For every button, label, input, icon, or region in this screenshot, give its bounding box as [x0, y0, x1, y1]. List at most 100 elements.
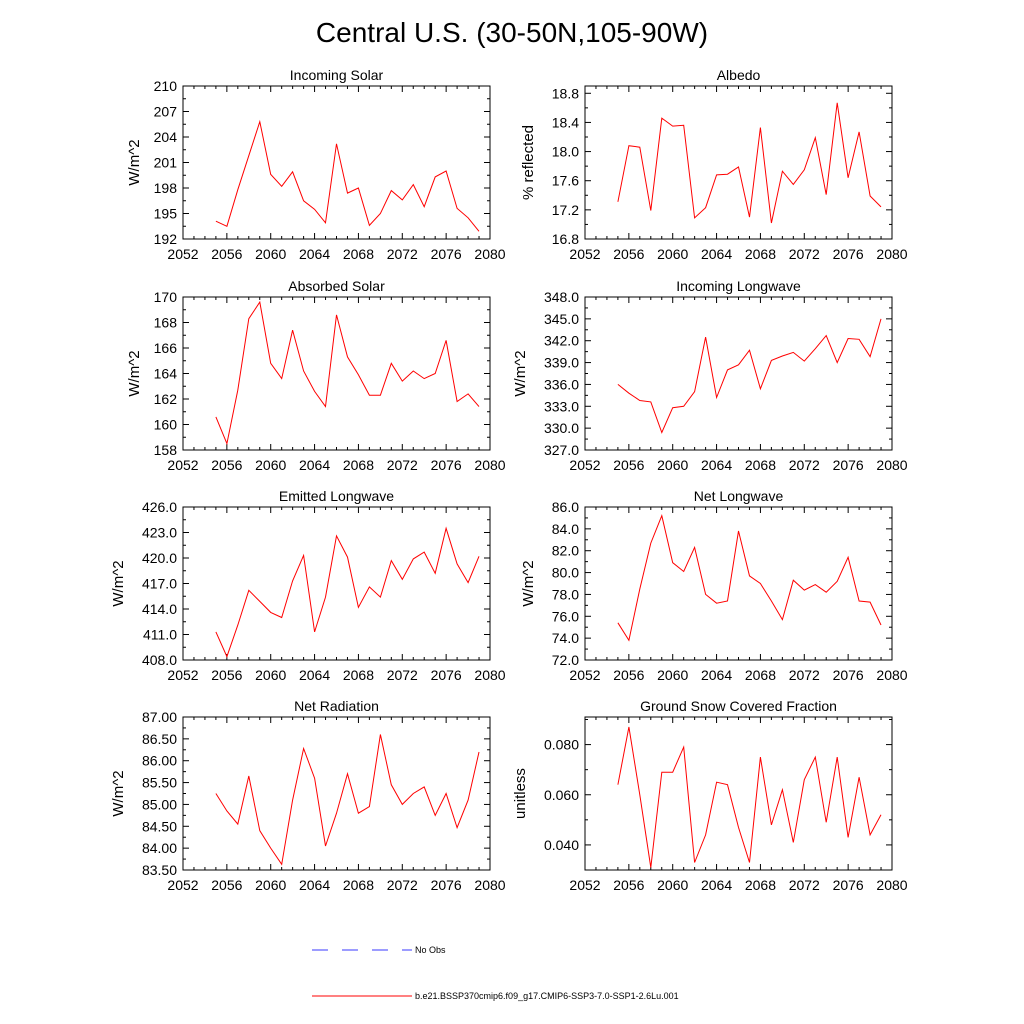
series-line	[215, 300, 480, 446]
x-tick-label: 2076	[431, 667, 462, 683]
y-tick-label: 342.0	[544, 333, 579, 349]
x-tick-label: 2076	[833, 667, 864, 683]
y-tick-label: 414.0	[142, 601, 177, 617]
x-tick-label: 2060	[657, 246, 688, 262]
x-tick-label: 2056	[211, 667, 242, 683]
y-tick-label: 166	[154, 340, 178, 356]
x-tick-label: 2072	[387, 246, 418, 262]
y-axis-label: W/m^2	[110, 560, 127, 606]
y-tick-label: 76.0	[552, 608, 579, 624]
x-tick-label: 2068	[343, 246, 374, 262]
y-tick-label: 17.2	[552, 202, 579, 218]
panel-net-radiation: Net Radiation 2052 2056 2060 2064 2068 2072 207…	[110, 698, 506, 893]
y-axis-label: W/m^2	[520, 560, 537, 606]
x-tick-label: 2060	[255, 667, 286, 683]
panel-title: Ground Snow Covered Fraction	[640, 698, 837, 714]
x-tick-label: 2076	[431, 457, 462, 473]
y-tick-label: 86.0	[552, 499, 579, 515]
x-tick-label: 2060	[255, 457, 286, 473]
x-tick-label: 2080	[876, 457, 907, 473]
y-tick-label: 78.0	[552, 586, 579, 602]
y-tick-label: 85.00	[142, 796, 177, 812]
x-tick-label: 2064	[299, 246, 330, 262]
x-tick-label: 2080	[474, 246, 505, 262]
x-tick-label: 2064	[701, 246, 732, 262]
y-tick-label: 160	[154, 417, 178, 433]
y-tick-label: 74.0	[552, 630, 579, 646]
x-tick-label: 2060	[657, 457, 688, 473]
x-tick-label: 2080	[474, 877, 505, 893]
x-tick-label: 2060	[255, 246, 286, 262]
panel-title: Incoming Longwave	[676, 278, 801, 294]
x-tick-label: 2052	[167, 877, 198, 893]
y-tick-label: 86.50	[142, 731, 177, 747]
y-tick-label: 168	[154, 315, 178, 331]
y-tick-label: 83.50	[142, 862, 177, 878]
y-tick-label: 82.0	[552, 543, 579, 559]
x-tick-label: 2080	[876, 246, 907, 262]
y-tick-label: 204	[154, 129, 178, 145]
plot-frame	[182, 85, 491, 240]
x-tick-label: 2056	[613, 877, 644, 893]
x-tick-label: 2072	[387, 457, 418, 473]
y-tick-label: 420.0	[142, 550, 177, 566]
y-tick-label: 18.4	[552, 114, 579, 130]
y-tick-label: 18.0	[552, 144, 579, 160]
x-tick-label: 2076	[833, 877, 864, 893]
x-tick-label: 2052	[167, 667, 198, 683]
panel-ground-snow-covered-fraction: Ground Snow Covered Fraction 2052 2056 2060…	[512, 698, 908, 893]
x-tick-label: 2072	[789, 877, 820, 893]
y-tick-label: 408.0	[142, 652, 177, 668]
panel-title: Net Longwave	[694, 488, 784, 504]
plot-frame	[182, 506, 491, 661]
x-tick-label: 2064	[299, 457, 330, 473]
panel-net-longwave: Net Longwave 2052 2056 2060 2064 2068 2072 2076…	[520, 488, 908, 683]
x-tick-label: 2068	[745, 667, 776, 683]
x-tick-label: 2056	[613, 246, 644, 262]
x-tick-label: 2052	[167, 457, 198, 473]
y-tick-label: 0.060	[544, 787, 579, 803]
x-tick-label: 2064	[701, 667, 732, 683]
x-tick-label: 2056	[613, 457, 644, 473]
x-tick-label: 2064	[299, 877, 330, 893]
x-tick-label: 2068	[745, 877, 776, 893]
x-tick-label: 2076	[833, 246, 864, 262]
y-tick-label: 339.0	[544, 355, 579, 371]
series-line	[215, 734, 480, 866]
panel-title: Absorbed Solar	[288, 278, 385, 294]
x-tick-label: 2072	[387, 667, 418, 683]
y-tick-label: 158	[154, 442, 178, 458]
y-tick-label: 84.00	[142, 840, 177, 856]
y-axis-label: W/m^2	[126, 139, 143, 185]
series-line	[215, 526, 480, 658]
x-tick-label: 2056	[613, 667, 644, 683]
y-tick-label: 207	[154, 104, 178, 120]
x-tick-label: 2060	[657, 667, 688, 683]
x-tick-label: 2068	[745, 246, 776, 262]
y-tick-label: 0.040	[544, 837, 579, 853]
x-tick-label: 2064	[701, 877, 732, 893]
y-axis-label: W/m^2	[126, 350, 143, 396]
y-tick-label: 86.00	[142, 753, 177, 769]
x-tick-label: 2052	[167, 246, 198, 262]
panel-title: Emitted Longwave	[279, 488, 394, 504]
y-tick-label: 16.8	[552, 231, 579, 247]
x-tick-label: 2072	[789, 667, 820, 683]
y-tick-label: 426.0	[142, 499, 177, 515]
x-tick-label: 2076	[431, 877, 462, 893]
panel-absorbed-solar: Absorbed Solar 2052 2056 2060 2064 2068 2072 20…	[126, 278, 506, 473]
plot-frame	[584, 296, 893, 451]
series-line	[617, 318, 882, 434]
series-line	[617, 726, 882, 868]
x-tick-label: 2052	[569, 877, 600, 893]
x-tick-label: 2072	[789, 246, 820, 262]
y-tick-label: 164	[154, 366, 178, 382]
x-tick-label: 2072	[387, 877, 418, 893]
y-tick-label: 84.50	[142, 818, 177, 834]
x-tick-label: 2076	[431, 246, 462, 262]
panel-emitted-longwave: Emitted Longwave 2052 2056 2060 2064 2068 2072…	[110, 488, 506, 683]
y-tick-label: 330.0	[544, 420, 579, 436]
chart-panels: Incoming Solar 2052 2056 2060 2064 2068 2072 20…	[110, 67, 908, 893]
x-tick-label: 2068	[745, 457, 776, 473]
